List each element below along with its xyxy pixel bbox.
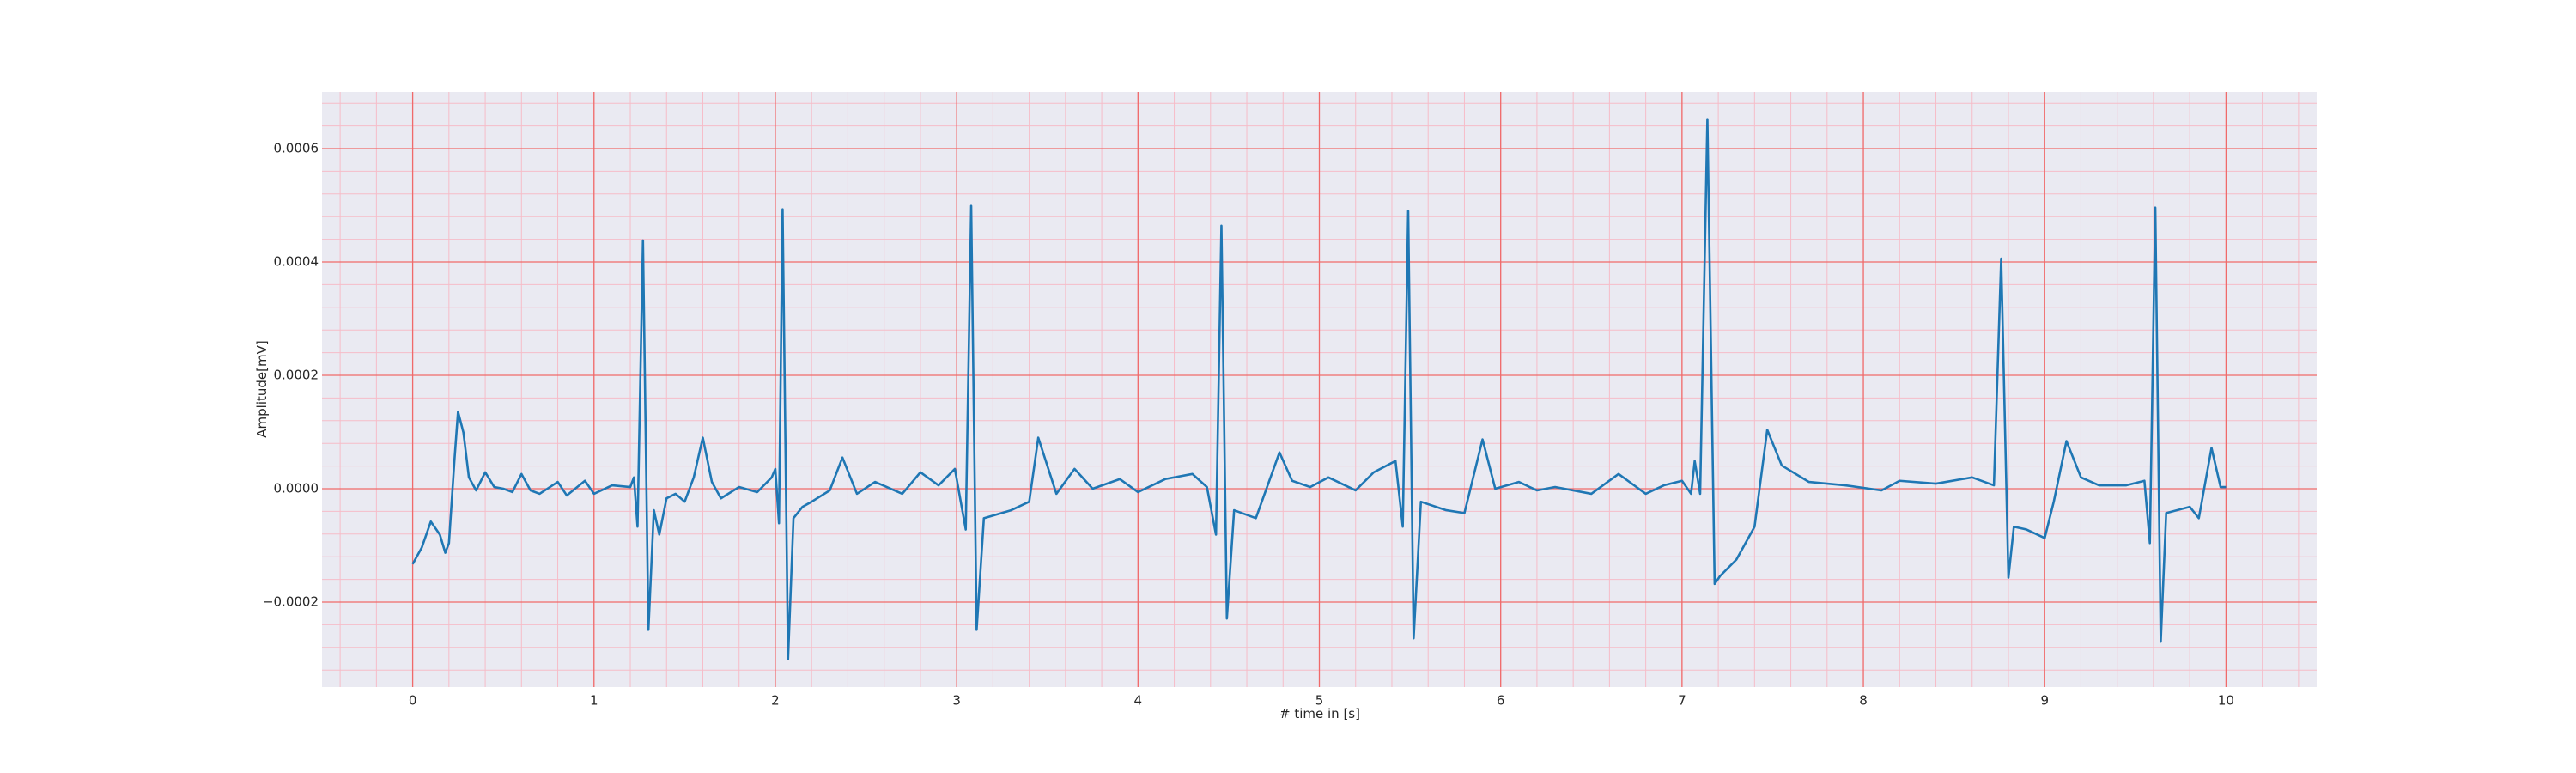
data-layer [411, 118, 2227, 660]
x-tick-label: 10 [2218, 693, 2234, 709]
y-tick-label: 0.0004 [274, 254, 319, 270]
x-tick-label: 2 [771, 693, 780, 709]
x-tick-label: 6 [1497, 693, 1505, 709]
x-tick-label: 8 [1859, 693, 1868, 709]
x-tick-label: 3 [952, 693, 961, 709]
y-tick-label: 0.0006 [274, 141, 319, 156]
x-tick-label: 1 [590, 693, 598, 709]
tick-labels: 0 1 2 3 4 5 6 7 8 9 10 −0.0002 0.0000 0.0002 0.0004 0.0… [263, 141, 2234, 709]
major-grid [322, 92, 2317, 687]
x-tick-label: 7 [1678, 693, 1686, 709]
y-axis-label: Amplitude[mV] [254, 340, 270, 437]
x-tick-label: 9 [2040, 693, 2049, 709]
x-tick-label: 4 [1134, 693, 1143, 709]
x-axis-label: # time in [s] [1279, 706, 1360, 721]
y-tick-label: 0.0000 [274, 481, 319, 496]
signal-line [411, 118, 2227, 660]
y-tick-label: −0.0002 [263, 594, 319, 610]
x-tick-label: 0 [409, 693, 417, 709]
x-tick-label: 5 [1315, 693, 1324, 709]
y-tick-label: 0.0002 [274, 368, 319, 383]
